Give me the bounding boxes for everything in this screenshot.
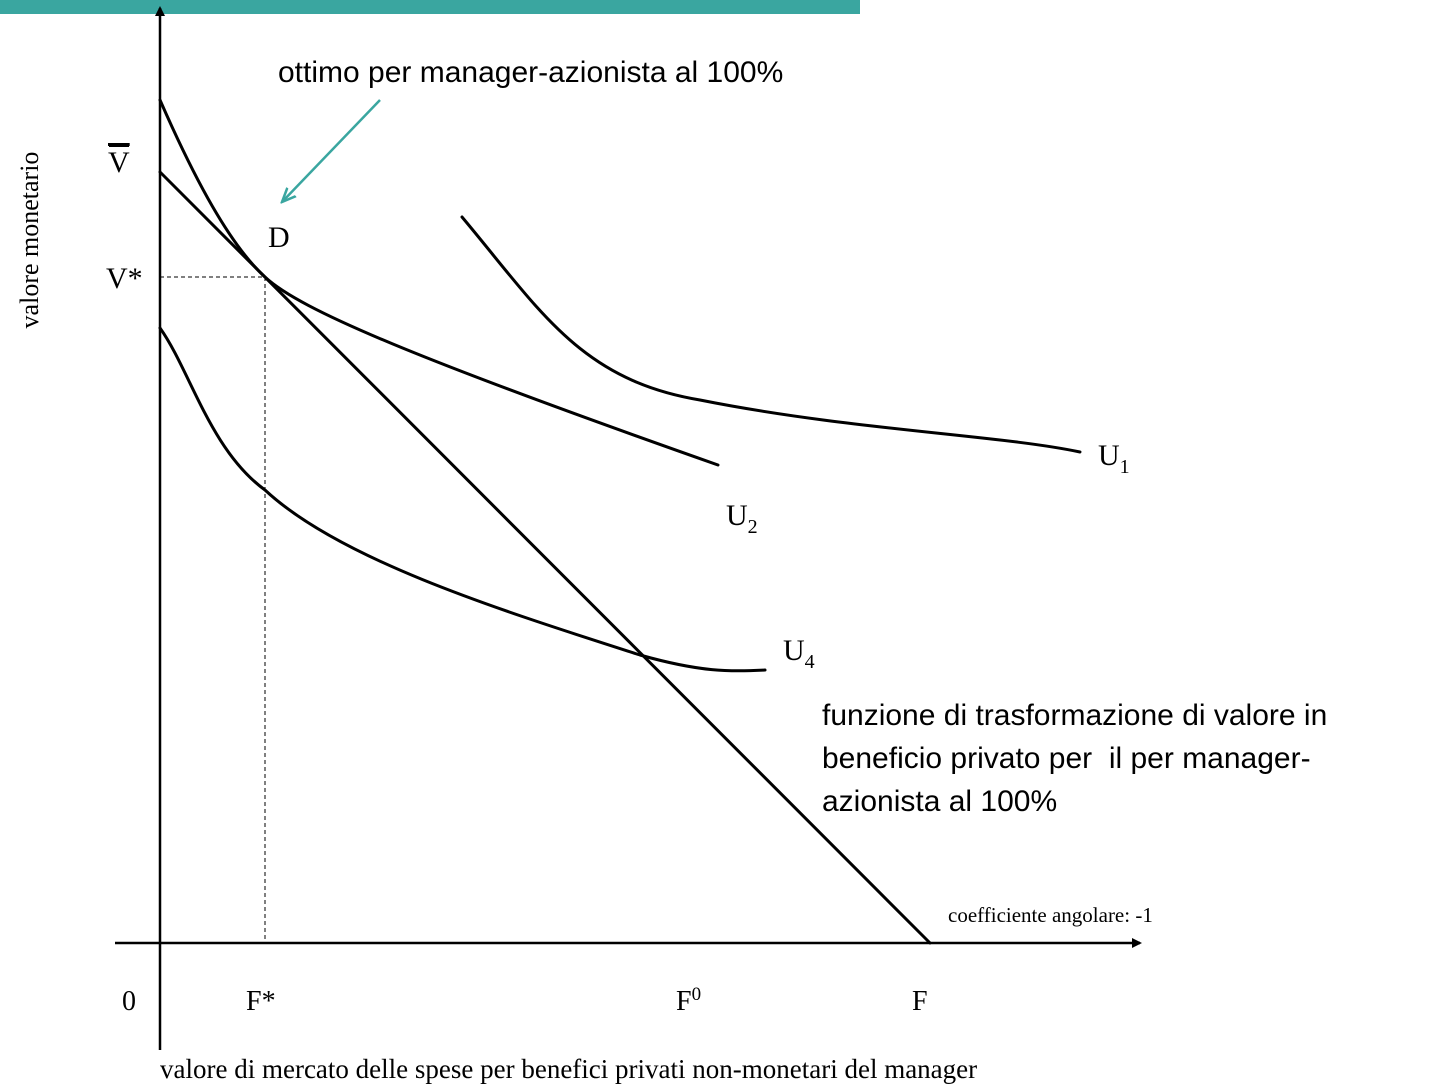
indifference-curve [158, 98, 720, 467]
note-line: azionista al 100% [822, 785, 1057, 818]
v-star-label: V* [106, 262, 143, 295]
point-label: D [268, 221, 290, 254]
curve-label-base: U [783, 634, 805, 667]
curve-label-sub: 4 [805, 651, 815, 673]
curve-label-sub: 2 [748, 516, 758, 538]
x-label: F [912, 986, 928, 1017]
x-label: 0 [122, 986, 136, 1017]
x-label: F0 [676, 984, 701, 1017]
curve-label: U4 [783, 634, 815, 673]
transformation-line [158, 170, 932, 945]
curve-label: U2 [726, 499, 758, 538]
note-line: funzione di trasformazione di valore in [822, 699, 1327, 732]
x-label: F* [246, 986, 276, 1017]
annotation-arrow [282, 99, 381, 202]
x-label-sup: 0 [692, 984, 702, 1005]
y-axis-label: valore monetario [15, 152, 44, 329]
indifference-curve [460, 215, 1082, 454]
curve-label-base: U [1098, 439, 1120, 472]
annotation: ottimo per manager-azionista al 100% [278, 56, 783, 89]
x-label-base: F [676, 986, 692, 1017]
slope-note: coefficiente angolare: -1 [948, 903, 1153, 927]
curve-label-sub: 1 [1120, 456, 1130, 478]
curve-label-base: U [726, 499, 748, 532]
v-bar-label: V [108, 146, 130, 179]
note-line: beneficio privato per il per manager- [822, 742, 1311, 775]
header-bar [0, 0, 860, 14]
indifference-curve [158, 326, 767, 673]
curve-label: U1 [1098, 439, 1130, 478]
x-axis-label: valore di mercato delle spese per benefi… [160, 1054, 977, 1084]
